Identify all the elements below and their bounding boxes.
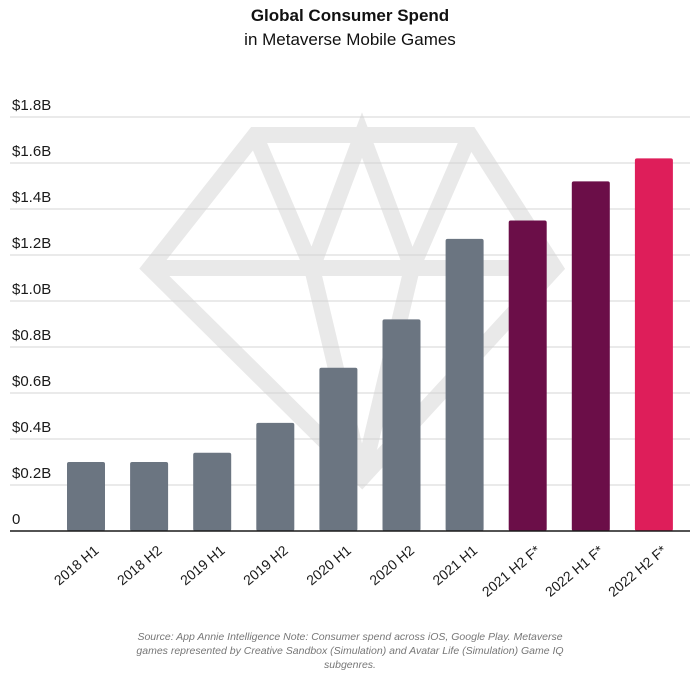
y-tick-label: $1.4B	[12, 189, 51, 206]
y-tick-label: 0	[12, 511, 20, 528]
x-tick-label: 2022 H1 F*	[542, 542, 607, 600]
x-tick-label: 2020 H1	[303, 542, 354, 588]
x-tick-label: 2019 H1	[177, 542, 228, 588]
y-tick-label: $0.4B	[12, 419, 51, 436]
chart-subtitle: in Metaverse Mobile Games	[244, 30, 456, 49]
x-tick-label: 2019 H2	[240, 542, 291, 588]
x-tick-label: 2022 H2 F*	[605, 542, 670, 600]
source-note: Source: App Annie Intelligence Note: Con…	[136, 631, 564, 671]
y-tick-label: $1.0B	[12, 281, 51, 298]
y-tick-label: $1.2B	[12, 235, 51, 252]
chart-title: Global Consumer Spend	[250, 6, 450, 25]
y-tick-label: $1.8B	[12, 97, 51, 114]
x-tick-label: 2021 H1	[429, 542, 480, 588]
bar	[67, 462, 105, 531]
x-tick-label: 2018 H2	[114, 542, 165, 588]
x-tick-label: 2018 H1	[51, 542, 102, 588]
bar	[256, 422, 295, 531]
y-tick-label: $0.8B	[12, 327, 51, 344]
y-tick-label: $1.6B	[12, 143, 51, 160]
bar	[193, 452, 232, 531]
bar	[319, 367, 358, 531]
x-tick-label: 2021 H2 F*	[479, 542, 544, 600]
y-tick-label: $0.2B	[12, 465, 51, 482]
bar	[571, 181, 610, 531]
bar	[445, 238, 484, 531]
bar	[508, 220, 547, 531]
bar	[634, 158, 673, 531]
bar	[130, 462, 169, 531]
bar	[382, 319, 421, 531]
y-tick-label: $0.6B	[12, 373, 51, 390]
x-tick-label: 2020 H2	[366, 542, 417, 588]
